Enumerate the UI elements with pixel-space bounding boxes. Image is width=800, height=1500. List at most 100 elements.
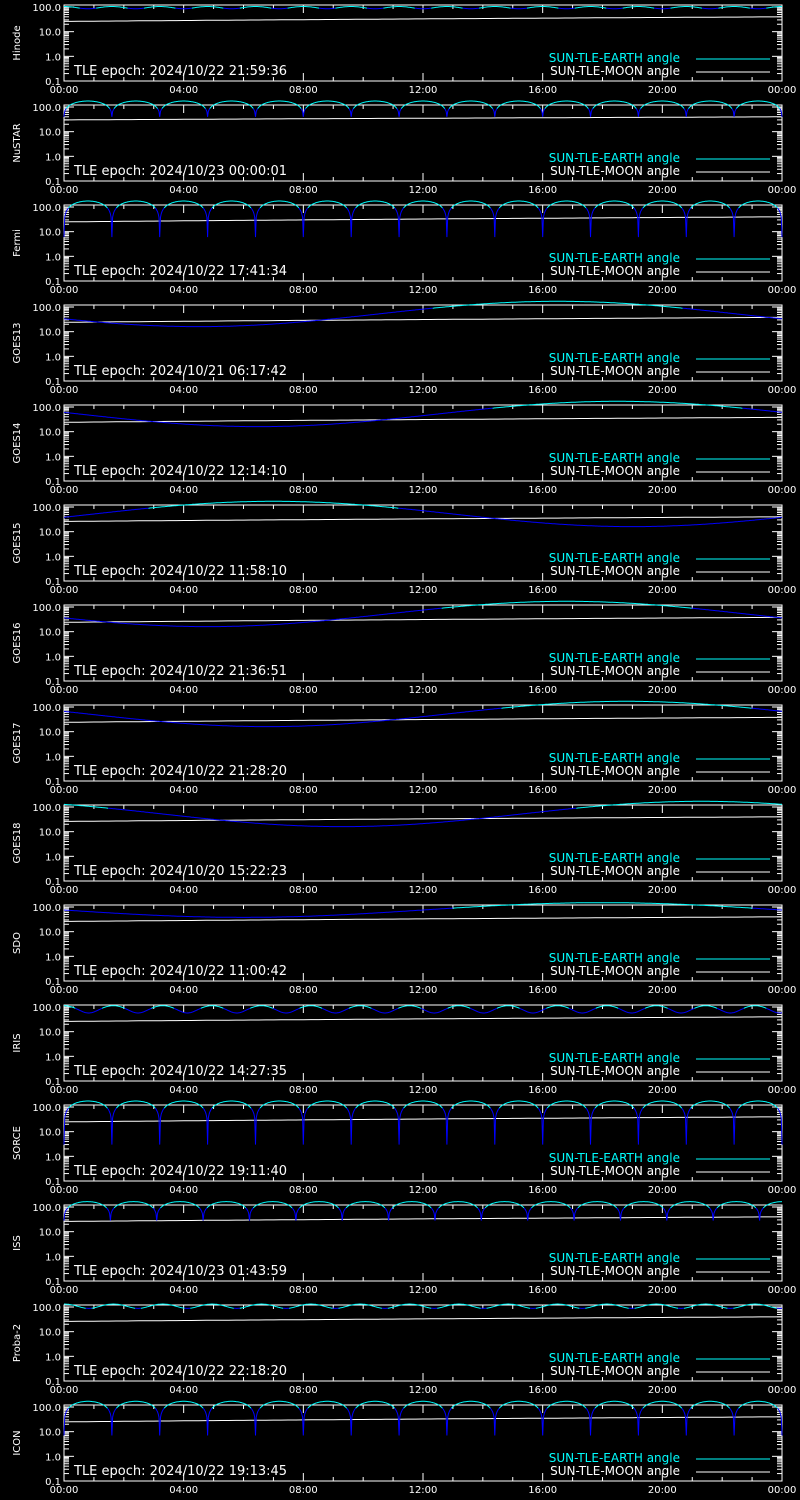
x-tick-label: 20:00 bbox=[648, 485, 677, 496]
series-earth-line-high bbox=[64, 1005, 767, 1009]
x-tick-label: 16:00 bbox=[528, 785, 557, 796]
x-tick-label: 16:00 bbox=[528, 385, 557, 396]
series-earth-line-high bbox=[64, 6, 782, 9]
epoch-label: TLE epoch: 2024/10/20 15:22:23 bbox=[73, 864, 287, 879]
panel-sdo: 0.1 1.0 10.0 100.0 00:00 04:00 08:00 12:00 16:00… bbox=[12, 902, 796, 996]
series-moon-line bbox=[64, 1216, 783, 1222]
series-earth-line-high bbox=[68, 1400, 778, 1409]
series-earth-line-low bbox=[108, 807, 577, 828]
x-tick-label: 12:00 bbox=[409, 185, 438, 196]
y-axis-label: NuSTAR bbox=[12, 123, 23, 162]
epoch-label: TLE epoch: 2024/10/21 06:17:42 bbox=[73, 364, 287, 379]
series-earth-line-low bbox=[63, 1407, 783, 1436]
legend-moon-label: SUN-TLE-MOON angle bbox=[550, 64, 680, 78]
y-tick-label: 100.0 bbox=[32, 703, 61, 714]
x-tick-label: 00:00 bbox=[768, 85, 797, 96]
series-moon-line bbox=[64, 1016, 783, 1022]
x-tick-label: 16:00 bbox=[528, 985, 557, 996]
legend-earth-label: SUN-TLE-EARTH angle bbox=[549, 1151, 680, 1165]
y-tick-label: 10.0 bbox=[39, 1328, 61, 1339]
y-tick-label: 100.0 bbox=[32, 3, 61, 14]
series-earth-line-low bbox=[63, 707, 782, 728]
y-axis-label: Fermi bbox=[12, 229, 23, 257]
legend-moon-label: SUN-TLE-MOON angle bbox=[550, 1464, 680, 1478]
x-tick-label: 12:00 bbox=[409, 1285, 438, 1296]
panel-nustar: 0.1 1.0 10.0 100.0 00:00 04:00 08:00 12:00 16:00… bbox=[12, 100, 796, 196]
y-axis-label: Hinode bbox=[12, 25, 23, 60]
y-tick-label: 100.0 bbox=[32, 503, 61, 514]
x-tick-label: 12:00 bbox=[409, 85, 438, 96]
y-tick-label: 1.0 bbox=[45, 652, 61, 663]
y-tick-label: 10.0 bbox=[39, 428, 61, 439]
x-tick-label: 16:00 bbox=[528, 485, 557, 496]
y-tick-label: 1.0 bbox=[45, 552, 61, 563]
x-tick-label: 16:00 bbox=[528, 1285, 557, 1296]
x-tick-label: 20:00 bbox=[648, 385, 677, 396]
x-tick-label: 20:00 bbox=[648, 785, 677, 796]
x-tick-label: 20:00 bbox=[648, 1185, 677, 1196]
y-tick-label: 1.0 bbox=[45, 1452, 61, 1463]
panel-hinode: 0.1 1.0 10.0 100.0 00:00 04:00 08:00 12:00 16:00… bbox=[12, 3, 796, 96]
y-axis-label: GOES15 bbox=[12, 522, 23, 563]
x-tick-label: 08:00 bbox=[289, 585, 318, 596]
series-earth-line-high bbox=[67, 1201, 783, 1209]
legend-earth-label: SUN-TLE-EARTH angle bbox=[549, 1351, 680, 1365]
x-tick-label: 04:00 bbox=[169, 1185, 198, 1196]
x-tick-label: 16:00 bbox=[528, 285, 557, 296]
x-tick-label: 00:00 bbox=[768, 1485, 797, 1496]
x-tick-label: 20:00 bbox=[648, 885, 677, 896]
series-moon-line bbox=[63, 616, 782, 623]
x-tick-label: 04:00 bbox=[169, 585, 198, 596]
series-earth-line-low bbox=[63, 307, 783, 328]
x-tick-label: 08:00 bbox=[289, 1485, 318, 1496]
series-moon-line bbox=[64, 16, 783, 22]
x-tick-label: 08:00 bbox=[289, 1285, 318, 1296]
x-tick-label: 12:00 bbox=[409, 685, 438, 696]
y-axis-label: ICON bbox=[12, 1430, 23, 1455]
x-tick-label: 12:00 bbox=[409, 585, 438, 596]
x-tick-label: 00:00 bbox=[768, 385, 797, 396]
panel-sorce: 0.1 1.0 10.0 100.0 00:00 04:00 08:00 12:00 16:00… bbox=[12, 1100, 796, 1196]
y-tick-label: 10.0 bbox=[39, 928, 61, 939]
y-tick-label: 1.0 bbox=[45, 1252, 61, 1263]
x-tick-label: 12:00 bbox=[409, 285, 438, 296]
y-tick-label: 100.0 bbox=[32, 1103, 61, 1114]
y-axis-label: Proba-2 bbox=[12, 1324, 23, 1362]
x-tick-label: 04:00 bbox=[169, 485, 198, 496]
panel-icon: 0.1 1.0 10.0 100.0 00:00 04:00 08:00 12:00 16:00… bbox=[12, 1400, 797, 1496]
legend-moon-label: SUN-TLE-MOON angle bbox=[550, 364, 680, 378]
x-tick-label: 00:00 bbox=[50, 1285, 79, 1296]
x-tick-label: 16:00 bbox=[528, 885, 557, 896]
y-tick-label: 10.0 bbox=[39, 1428, 61, 1439]
series-earth-line-low bbox=[75, 1007, 783, 1014]
x-tick-label: 12:00 bbox=[409, 1085, 438, 1096]
series-moon-line bbox=[63, 1116, 783, 1123]
y-tick-label: 100.0 bbox=[32, 1203, 61, 1214]
x-tick-label: 00:00 bbox=[50, 1485, 79, 1496]
epoch-label: TLE epoch: 2024/10/23 00:00:01 bbox=[73, 164, 287, 179]
panel-goes13: 0.1 1.0 10.0 100.0 00:00 04:00 08:00 12:00 16:00… bbox=[12, 300, 797, 396]
x-tick-label: 00:00 bbox=[50, 1085, 79, 1096]
x-tick-label: 00:00 bbox=[50, 785, 79, 796]
y-axis-label: ISS bbox=[12, 1235, 23, 1251]
y-tick-label: 0.1 bbox=[45, 1477, 61, 1488]
legend-moon-label: SUN-TLE-MOON angle bbox=[550, 1064, 680, 1078]
x-tick-label: 08:00 bbox=[289, 85, 318, 96]
x-tick-label: 04:00 bbox=[169, 285, 198, 296]
panel-goes17: 0.1 1.0 10.0 100.0 00:00 04:00 08:00 12:00 16:00… bbox=[12, 700, 796, 796]
y-tick-label: 1.0 bbox=[45, 852, 61, 863]
y-tick-label: 1.0 bbox=[45, 352, 61, 363]
legend-moon-label: SUN-TLE-MOON angle bbox=[550, 264, 680, 278]
x-tick-label: 12:00 bbox=[409, 1185, 438, 1196]
x-tick-label: 04:00 bbox=[169, 785, 198, 796]
series-earth-line-high bbox=[492, 400, 743, 409]
x-tick-label: 20:00 bbox=[648, 985, 677, 996]
x-tick-label: 00:00 bbox=[50, 885, 79, 896]
panel-goes18: 0.1 1.0 10.0 100.0 00:00 04:00 08:00 12:00 16:00… bbox=[12, 800, 796, 896]
x-tick-label: 04:00 bbox=[169, 185, 198, 196]
y-tick-label: 100.0 bbox=[32, 403, 61, 414]
x-tick-label: 00:00 bbox=[50, 585, 79, 596]
series-earth-line-high bbox=[65, 100, 781, 109]
series-moon-line bbox=[64, 116, 782, 121]
